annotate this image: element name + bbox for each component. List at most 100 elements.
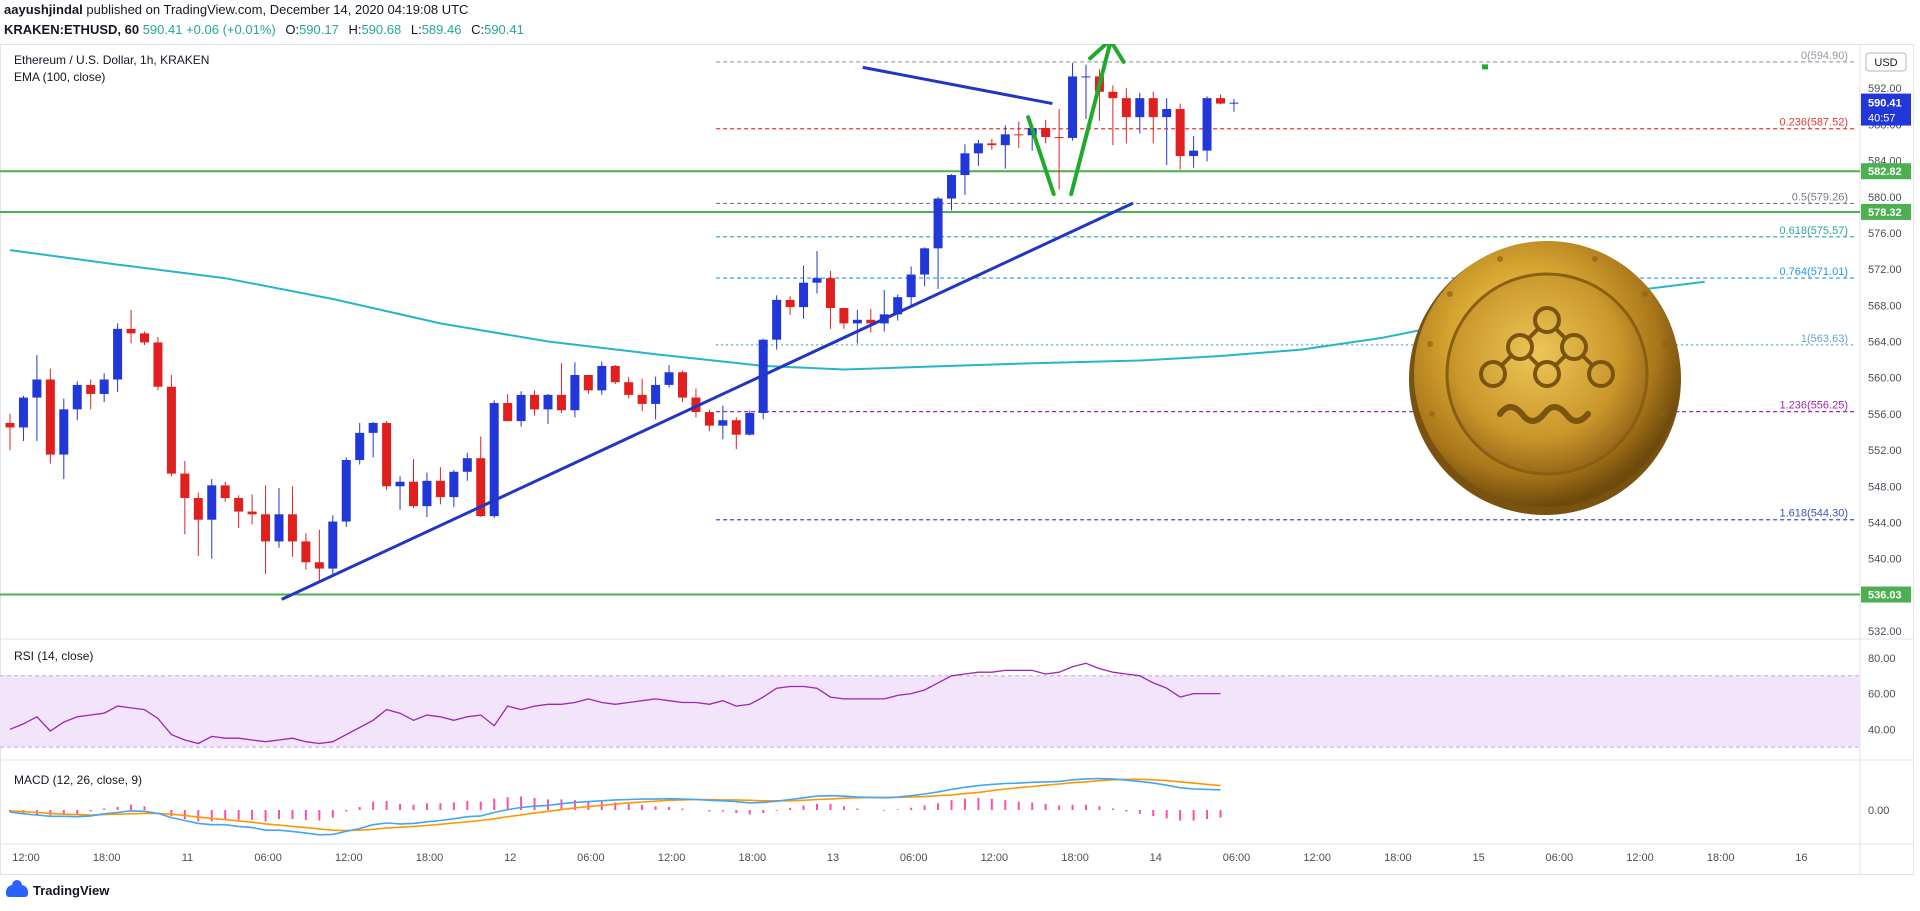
green-up-arrow-head — [1088, 44, 1126, 64]
close-label: C: — [471, 22, 485, 37]
open-label: O: — [285, 22, 300, 37]
time-tick-label: 12 — [504, 852, 516, 864]
candle-body — [543, 394, 553, 410]
candle-body — [973, 143, 983, 154]
green-down-stroke — [1026, 115, 1056, 197]
fib-level-label: 0(594.90) — [1801, 50, 1848, 62]
watermark-coin-logo — [1409, 241, 1681, 515]
chart-frame — [0, 44, 1914, 875]
tradingview-logo[interactable]: TradingView — [6, 879, 110, 898]
low-value: 589.46 — [421, 22, 462, 37]
support-level-tag-label: 536.03 — [1868, 590, 1902, 602]
candle-body — [678, 372, 687, 398]
candle-body — [382, 422, 392, 487]
time-tick-label: 12:00 — [1626, 852, 1654, 864]
candle-body — [1081, 76, 1091, 78]
price-tick-label: 572.00 — [1868, 264, 1902, 276]
candle-body — [422, 480, 432, 507]
candle-body — [1162, 108, 1172, 118]
candle-body — [597, 365, 607, 391]
candle-body — [409, 481, 418, 507]
time-tick-label: 12:00 — [12, 852, 40, 864]
time-tick-label: 06:00 — [1223, 852, 1251, 864]
quote-line: KRAKEN:ETHUSD, 60 590.41 +0.06 (+0.01%) … — [4, 22, 524, 37]
macd-tick-label: 0.00 — [1868, 805, 1889, 817]
candle-body — [960, 153, 970, 176]
price-tick-label: 564.00 — [1868, 337, 1902, 349]
fib-level-label: 0.764(571.01) — [1780, 266, 1849, 278]
candle-body — [45, 379, 55, 455]
currency-button[interactable] — [1865, 52, 1907, 72]
rising-trend-line — [281, 201, 1134, 601]
time-tick-label: 12:00 — [658, 852, 686, 864]
candle-body — [1054, 137, 1064, 139]
candle-body — [59, 409, 69, 455]
candle-body — [920, 248, 930, 275]
candle-body — [516, 394, 526, 422]
support-level-tag-label: 582.82 — [1868, 166, 1902, 178]
candle-body — [5, 422, 15, 428]
candle-body — [637, 394, 647, 404]
candle-body — [839, 308, 849, 324]
candle-body — [126, 328, 136, 334]
fibonacci-layer: 0(594.90) 0.236(587.52) 0.5(579.26) 0.618(5… — [716, 50, 1855, 521]
support-level-tag — [1861, 163, 1911, 180]
last-price: 590.41 — [142, 22, 183, 37]
candle-body — [556, 394, 566, 411]
rsi-tick-label: 40.00 — [1868, 724, 1896, 736]
rsi-layer — [9, 662, 1221, 745]
candle-body — [435, 480, 445, 498]
ema-legend: EMA (100, close) — [14, 70, 105, 84]
candle-body — [32, 379, 42, 398]
fib-level-label: 0.236(587.52) — [1780, 117, 1849, 129]
candle-body — [166, 386, 176, 474]
macd-line — [9, 777, 1221, 836]
tradingview-brand-text: TradingView — [33, 883, 110, 898]
price-tick-label: 540.00 — [1868, 554, 1902, 566]
candle-body — [987, 143, 997, 146]
candle-body — [1216, 98, 1225, 104]
candle-body — [1068, 76, 1078, 138]
price-change: +0.06 (+0.01%) — [186, 22, 276, 37]
candle-body — [1189, 150, 1199, 157]
candle-body — [153, 342, 163, 387]
price-tick-label: 544.00 — [1868, 517, 1902, 529]
macd-legend: MACD (12, 26, close, 9) — [14, 773, 142, 787]
price-tick-label: 592.00 — [1868, 83, 1902, 95]
price-axis[interactable]: 592.00588.00584.00580.00576.00572.00568.… — [1861, 83, 1911, 817]
price-tick-label: 576.00 — [1868, 228, 1902, 240]
candle-body — [731, 420, 741, 435]
candle-body — [852, 319, 862, 324]
time-tick-label: 12:00 — [1303, 852, 1331, 864]
candle-body — [1148, 98, 1158, 118]
chart-area[interactable]: 0(594.90) 0.236(587.52) 0.5(579.26) 0.618(5… — [0, 44, 1920, 880]
time-tick-label: 15 — [1472, 852, 1484, 864]
author-name[interactable]: aayushjindal — [4, 2, 83, 17]
time-tick-label: 12:00 — [981, 852, 1009, 864]
candle-body — [113, 328, 123, 380]
candle-body — [301, 541, 311, 563]
candle-body — [570, 374, 580, 411]
green-marker-dot — [1482, 64, 1488, 70]
time-tick-label: 18:00 — [739, 852, 767, 864]
candle-body — [18, 397, 28, 428]
candle-body — [610, 365, 620, 383]
time-tick-label: 06:00 — [900, 852, 928, 864]
open-value: 590.17 — [299, 22, 339, 37]
close-value: 590.41 — [484, 22, 524, 37]
candle-body — [140, 333, 149, 343]
candle-body — [1041, 127, 1051, 138]
candle-body — [355, 432, 365, 461]
support-level-tag-label: 578.32 — [1868, 207, 1902, 219]
support-level-tag — [1861, 203, 1911, 220]
candle-body — [906, 274, 916, 298]
high-label: H: — [348, 22, 362, 37]
candle-body — [825, 278, 835, 309]
macd-layer — [9, 777, 1222, 836]
candle-body — [691, 397, 701, 413]
time-tick-label: 06:00 — [254, 852, 282, 864]
candle-body — [274, 514, 284, 542]
candle-body — [1121, 98, 1131, 118]
time-tick-label: 06:00 — [577, 852, 605, 864]
time-axis[interactable]: 12:00 18:00 11 06:00 12:00 18:00 12 06:00 12:00 1… — [12, 852, 1807, 864]
